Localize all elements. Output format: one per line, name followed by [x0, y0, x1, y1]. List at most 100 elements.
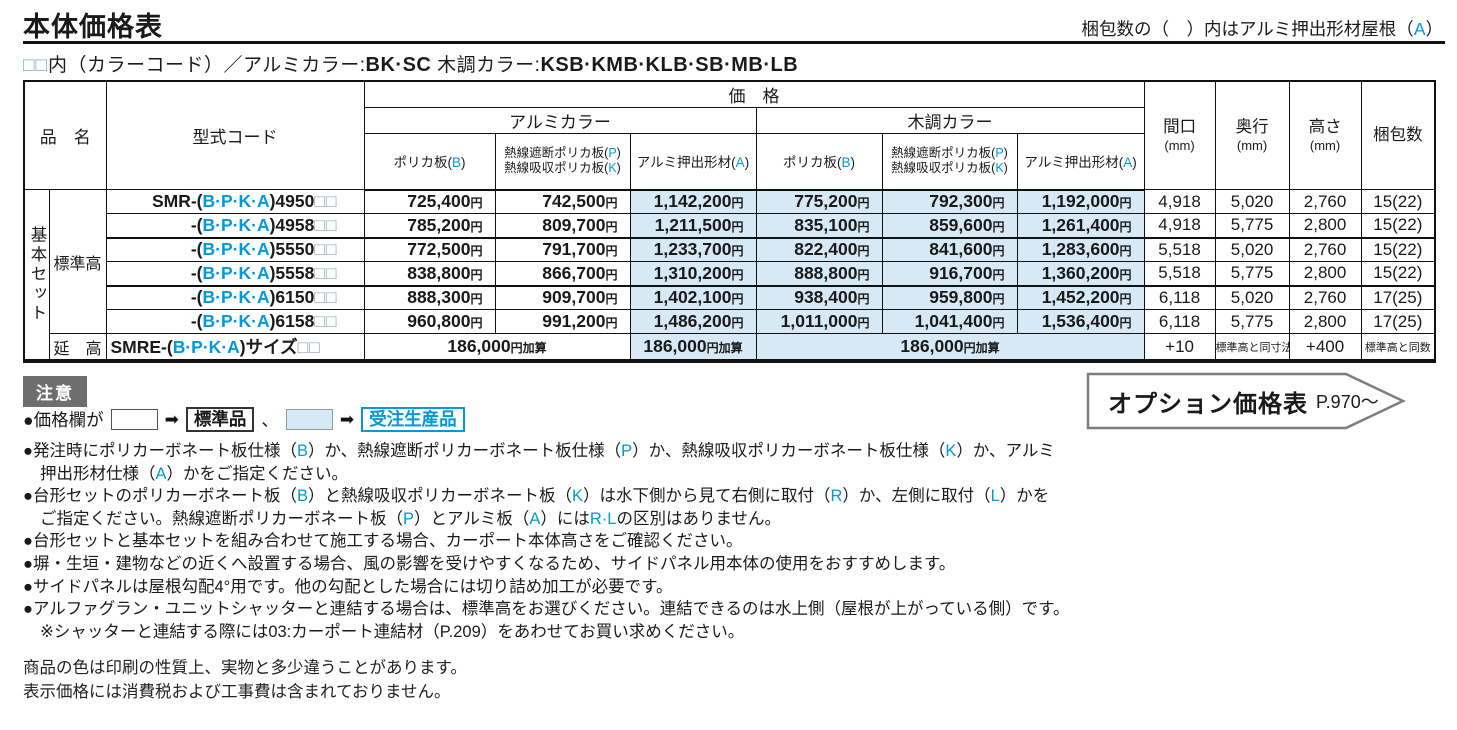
subgroup-label-extended: 延 高: [48, 333, 107, 362]
note-line: ●塀・生垣・建物などの近くへ設置する場合、風の影響を受けやすくなるため、サイドパ…: [23, 554, 956, 573]
dim-cell: 5,518: [1143, 261, 1216, 286]
price-cell: 991,200円: [494, 309, 631, 334]
price-cell: 1,360,200円: [1016, 261, 1145, 286]
legend-row: ●価格欄が ➡ 標準品 、 ➡ 受注生産品: [23, 407, 465, 432]
note-line: ●台形セットのポリカーボネート板（B）と熱線吸収ポリカーボネート板（K）は水下側…: [23, 487, 1050, 506]
dim-cell: 2,760: [1288, 284, 1362, 310]
made-to-order-badge: 受注生産品: [361, 407, 465, 432]
subgroup-label-standard: 標準高: [48, 189, 107, 334]
price-cell: 1,041,400円: [881, 309, 1018, 334]
group-label-basic-set: 基本セット: [23, 189, 50, 362]
dim-cell: 6,118: [1143, 309, 1216, 334]
model-code: -(B·P·K·A)4958□□: [105, 213, 365, 238]
price-cell: 1,192,000円: [1016, 189, 1145, 214]
price-cell: 859,600円: [881, 213, 1018, 238]
dim-cell: 2,760: [1288, 189, 1362, 214]
packing-note: 梱包数の（ ）内はアルミ押出形材屋根（A）: [1081, 19, 1443, 39]
dim-cell: 17(25): [1360, 284, 1436, 310]
disclaimer: 商品の色は印刷の性質上、実物と多少違うことがあります。 表示価格には消費税および…: [23, 656, 467, 704]
note-line: ご指定ください。熱線遮断ポリカーボネート板（P）とアルミ板（A）にはR·Lの区別…: [40, 509, 781, 528]
col-header-alumi-color: アルミカラー: [363, 107, 757, 134]
col-header-extrusion-alumi: アルミ押出形材(A): [629, 133, 757, 191]
col-header-packing: 梱包数: [1360, 80, 1436, 190]
col-header-poly-wood: ポリカ板(B): [755, 133, 883, 191]
dim-cell: 5,775: [1214, 261, 1290, 286]
disclaimer-line: 商品の色は印刷の性質上、実物と多少違うことがあります。: [23, 659, 467, 677]
note-line: ※シャッターと連結する際には03:カーポート連結材（P.209）をあわせてお買い…: [40, 622, 745, 641]
price-cell: 792,300円: [881, 189, 1018, 214]
dim-cell: 15(22): [1360, 213, 1436, 238]
price-cell: 960,800円: [363, 309, 496, 334]
table-row-extension: 延 高 SMRE-(B·P·K·A)サイズ□□ 186,000円加算 186,0…: [24, 333, 1436, 362]
dim-cell: +400: [1288, 333, 1362, 362]
price-cell: 1,310,200円: [629, 261, 757, 286]
price-cell: 1,142,200円: [629, 189, 757, 214]
table-row: -(B·P·K·A)5550□□ 772,500円 791,700円 1,233…: [24, 236, 1436, 262]
price-cell: 1,486,200円: [629, 309, 757, 334]
price-cell: 1,011,000円: [755, 309, 883, 334]
price-cell: 1,261,400円: [1016, 213, 1145, 238]
dim-cell: 5,775: [1214, 213, 1290, 238]
price-cell: 888,800円: [755, 261, 883, 286]
price-cell: 1,283,600円: [1016, 236, 1145, 262]
dim-cell: 17(25): [1360, 309, 1436, 334]
price-cell: 785,200円: [363, 213, 496, 238]
model-code: -(B·P·K·A)6150□□: [105, 284, 365, 310]
col-header-model: 型式コード: [105, 80, 365, 190]
price-cell: 1,211,500円: [629, 213, 757, 238]
price-cell: 916,700円: [881, 261, 1018, 286]
col-header-wood-color: 木調カラー: [755, 107, 1145, 134]
dim-cell: 2,800: [1288, 309, 1362, 334]
price-cell: 791,700円: [494, 236, 631, 262]
price-cell: 909,700円: [494, 284, 631, 310]
note-line: ●サイドパネルは屋根勾配4°用です。他の勾配とした場合には切り詰め加工が必要です…: [23, 577, 673, 596]
table-row: -(B·P·K·A)6150□□ 888,300円 909,700円 1,402…: [24, 284, 1436, 310]
price-cell: 1,452,200円: [1016, 284, 1145, 310]
dim-cell: 4,918: [1143, 213, 1216, 238]
dim-cell: 5,518: [1143, 236, 1216, 262]
dim-cell: 15(22): [1360, 236, 1436, 262]
standard-product-badge: 標準品: [185, 407, 255, 432]
table-row: -(B·P·K·A)6158□□ 960,800円 991,200円 1,486…: [24, 309, 1436, 334]
model-code: -(B·P·K·A)6158□□: [105, 309, 365, 334]
dim-cell: 5,020: [1214, 189, 1290, 214]
dim-cell: 標準高と同数: [1360, 333, 1436, 362]
price-cell: 772,500円: [363, 236, 496, 262]
dim-cell: 15(22): [1360, 261, 1436, 286]
surcharge-cell: 186,000円加算: [363, 333, 631, 362]
col-header-extrusion-wood: アルミ押出形材(A): [1016, 133, 1145, 191]
page-title: 本体価格表: [23, 12, 163, 42]
banner-arrow-shape: [1086, 372, 1406, 430]
table-row: -(B·P·K·A)4958□□ 785,200円 809,700円 1,211…: [24, 213, 1436, 238]
title-rule: [23, 41, 1445, 44]
price-cell: 775,200円: [755, 189, 883, 214]
option-banner-page: P.970～: [1316, 392, 1379, 412]
notice-badge: 注意: [23, 376, 87, 407]
dim-cell: 4,918: [1143, 189, 1216, 214]
price-cell: 959,800円: [881, 284, 1018, 310]
dim-cell: 5,020: [1214, 284, 1290, 310]
col-header-depth: 奥行 (mm): [1214, 80, 1290, 190]
model-code: SMRE-(B·P·K·A)サイズ□□: [105, 333, 365, 362]
note-line: ●アルファグラン・ユニットシャッターと連結する場合は、標準高をお選びください。連…: [23, 600, 1070, 619]
price-cell: 888,300円: [363, 284, 496, 310]
table-row: -(B·P·K·A)5558□□ 838,800円 866,700円 1,310…: [24, 261, 1436, 286]
dim-cell: 6,118: [1143, 284, 1216, 310]
option-banner: オプション価格表 P.970～: [1086, 372, 1406, 430]
color-code-line: □□内（カラーコード）／アルミカラー:BK·SC 木調カラー:KSB·KMB·K…: [23, 54, 799, 76]
model-code: SMR-(B·P·K·A)4950□□: [105, 189, 365, 214]
price-cell: 742,500円: [494, 189, 631, 214]
note-line: ●発注時にポリカーボネート板仕様（B）か、熱線遮断ポリカーボネート板仕様（P）か…: [23, 442, 1055, 460]
price-cell: 725,400円: [363, 189, 496, 214]
standard-cell-swatch: [110, 409, 158, 430]
right-arrow-icon: ➡: [339, 409, 355, 429]
col-header-heat-wood: 熱線遮断ポリカ板(P) 熱線吸収ポリカ板(K): [881, 133, 1018, 191]
dim-cell: 2,800: [1288, 261, 1362, 286]
note-line: ●台形セットと基本セットを組み合わせて施工する場合、カーポート本体高さをご確認く…: [23, 532, 743, 551]
disclaimer-line: 表示価格には消費税および工事費は含まれておりません。: [23, 683, 451, 701]
model-code: -(B·P·K·A)5550□□: [105, 236, 365, 262]
legend-comma: 、: [261, 410, 279, 430]
price-cell: 1,402,100円: [629, 284, 757, 310]
dim-cell: 2,800: [1288, 213, 1362, 238]
